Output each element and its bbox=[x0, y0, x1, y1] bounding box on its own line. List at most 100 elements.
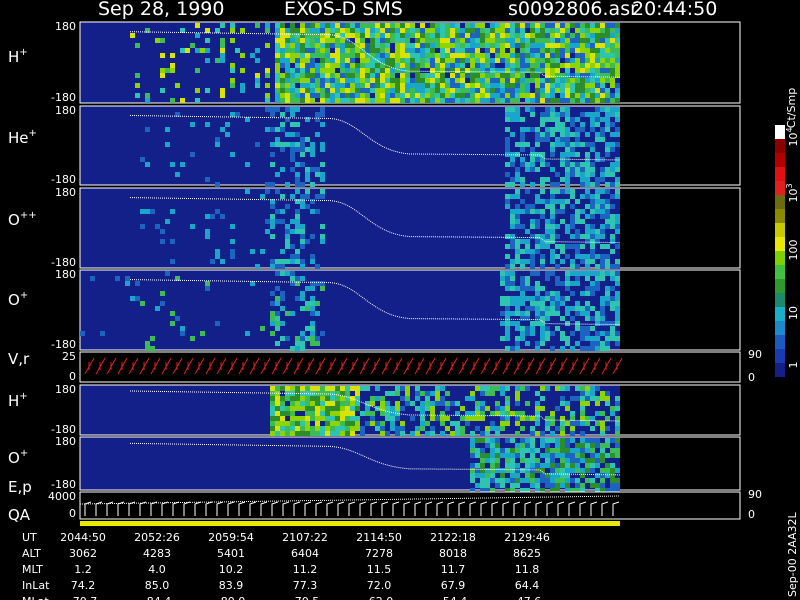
spectrogram-cell bbox=[390, 53, 395, 58]
spectrogram-cell bbox=[575, 453, 580, 458]
spectrogram-cell bbox=[300, 137, 305, 142]
spectrogram-cell bbox=[615, 157, 620, 162]
spectrogram-cell bbox=[320, 122, 325, 127]
spectrogram-cell bbox=[440, 38, 445, 43]
spectrogram-cell bbox=[575, 468, 580, 473]
spectrogram-cell bbox=[560, 396, 565, 401]
spectrogram-cell bbox=[475, 88, 480, 93]
spectrogram-cell bbox=[445, 28, 450, 33]
spectrogram-cell bbox=[550, 214, 555, 219]
spectrogram-cell bbox=[550, 107, 555, 112]
spectrogram-cell bbox=[605, 38, 610, 43]
spectrogram-cell bbox=[565, 38, 570, 43]
spectrogram-cell bbox=[320, 23, 325, 28]
spectrogram-cell bbox=[385, 416, 390, 421]
spectrogram-cell bbox=[560, 259, 565, 264]
spectrogram-cell bbox=[500, 38, 505, 43]
spectrogram-cell bbox=[295, 296, 300, 301]
spectrogram-cell bbox=[320, 331, 325, 336]
energy-trace bbox=[403, 501, 411, 516]
spectrogram-cell bbox=[345, 416, 350, 421]
spectrogram-cell bbox=[510, 473, 515, 478]
spectrogram-cell bbox=[600, 78, 605, 83]
spectrogram-cell bbox=[400, 88, 405, 93]
spectrogram-cell bbox=[615, 341, 620, 346]
spectrogram-cell bbox=[605, 336, 610, 341]
spectrogram-cell bbox=[500, 478, 505, 483]
pitch-angle-curve bbox=[129, 442, 621, 476]
spectrogram-cell bbox=[570, 448, 575, 453]
spectrogram-cell bbox=[565, 33, 570, 38]
colorbar-tick-base: 100 bbox=[787, 240, 800, 261]
spectrogram-cell bbox=[420, 38, 425, 43]
spectrogram-cell bbox=[405, 88, 410, 93]
spectrogram-cell bbox=[160, 239, 165, 244]
spectrogram-cell bbox=[320, 88, 325, 93]
spectrogram-cell bbox=[600, 321, 605, 326]
energy-trace bbox=[436, 501, 444, 516]
spectrogram-cell bbox=[310, 234, 315, 239]
spectrogram-cell bbox=[440, 88, 445, 93]
spectrogram-cell bbox=[430, 68, 435, 73]
spectrogram-cell bbox=[510, 48, 515, 53]
spectrogram-cell bbox=[220, 93, 225, 98]
spectrogram-cell bbox=[505, 458, 510, 463]
spectrogram-cell bbox=[340, 28, 345, 33]
spectrogram-cell bbox=[220, 259, 225, 264]
spectrogram-cell bbox=[280, 219, 285, 224]
spectrogram-cell bbox=[310, 386, 315, 391]
spectrogram-cell bbox=[590, 83, 595, 88]
spectrogram-cell bbox=[315, 68, 320, 73]
spectrogram-cell bbox=[420, 48, 425, 53]
spectrogram-cell bbox=[535, 68, 540, 73]
spectrogram-cell bbox=[555, 23, 560, 28]
spectrogram-cell bbox=[600, 301, 605, 306]
spectrogram-cell bbox=[595, 316, 600, 321]
spectrogram-cell bbox=[455, 63, 460, 68]
spectrogram-cell bbox=[595, 73, 600, 78]
energy-trace bbox=[260, 501, 268, 516]
spectrogram-cell bbox=[205, 281, 210, 286]
spectrogram-cell bbox=[580, 431, 585, 436]
spectrogram-cell bbox=[570, 194, 575, 199]
spectrogram-cell bbox=[595, 331, 600, 336]
panel-label-text: V,r bbox=[8, 350, 30, 368]
spectrogram-cell bbox=[325, 426, 330, 431]
spectrogram-cell bbox=[610, 406, 615, 411]
spectrogram-cell bbox=[540, 117, 545, 122]
spectrogram-cell bbox=[605, 244, 610, 249]
spectrogram-cell bbox=[465, 33, 470, 38]
spectrogram-cell bbox=[590, 162, 595, 167]
spectrogram-cell bbox=[325, 431, 330, 436]
spectrogram-cell bbox=[315, 33, 320, 38]
spectrogram-cell bbox=[555, 63, 560, 68]
spectrogram-cell bbox=[325, 73, 330, 78]
spectrogram-cell bbox=[600, 244, 605, 249]
spectrogram-cell bbox=[315, 73, 320, 78]
spectrogram-cell bbox=[545, 98, 550, 103]
spectrogram-cell bbox=[170, 162, 175, 167]
spectrogram-cell bbox=[555, 142, 560, 147]
spectrogram-cell bbox=[530, 204, 535, 209]
spectrogram-cell bbox=[325, 386, 330, 391]
spectrogram-cell bbox=[530, 296, 535, 301]
spectrogram-cell bbox=[310, 73, 315, 78]
spectrogram-cell bbox=[560, 453, 565, 458]
spectrogram-cell bbox=[540, 326, 545, 331]
spectrogram-cell bbox=[380, 23, 385, 28]
colorbar-segment bbox=[775, 293, 785, 307]
spectrogram-cell bbox=[190, 122, 195, 127]
spectrogram-cell bbox=[535, 306, 540, 311]
spectrogram-cell bbox=[345, 93, 350, 98]
spectrogram-cell bbox=[400, 421, 405, 426]
spectrogram-cell bbox=[415, 93, 420, 98]
spectrogram-cell bbox=[590, 458, 595, 463]
spectrogram-cell bbox=[290, 33, 295, 38]
spectrogram-cell bbox=[335, 406, 340, 411]
spectrogram-cell bbox=[605, 43, 610, 48]
spectrogram-cell bbox=[225, 132, 230, 137]
energy-trace bbox=[392, 501, 400, 516]
spectrogram-cell bbox=[285, 224, 290, 229]
spectrogram-cell bbox=[570, 204, 575, 209]
spectrogram-cell bbox=[590, 199, 595, 204]
